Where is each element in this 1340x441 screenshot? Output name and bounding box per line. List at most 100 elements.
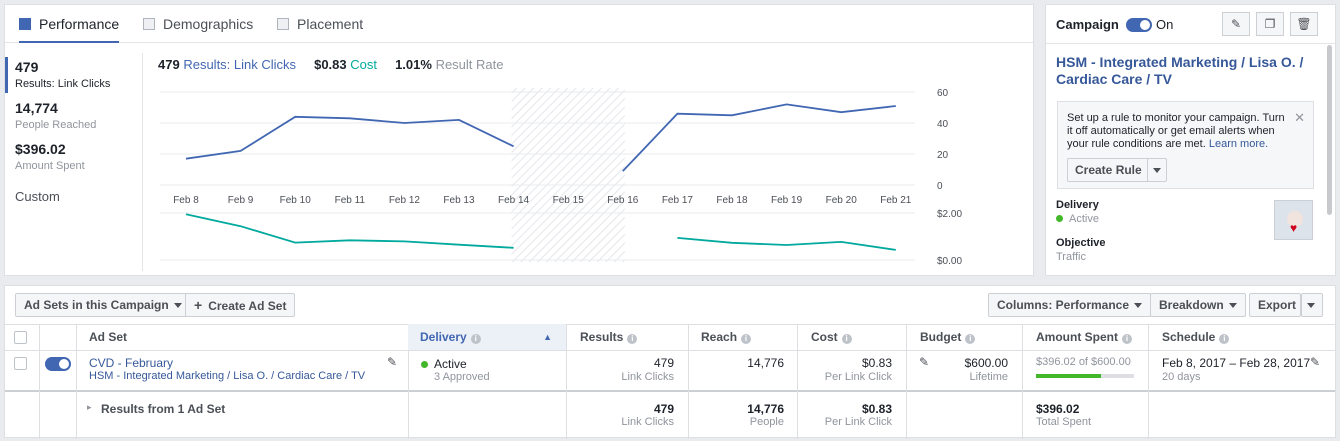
info-icon[interactable]: i	[470, 334, 481, 344]
header-delivery[interactable]: Delivery i ▲	[408, 324, 566, 350]
edit-button[interactable]: ✎	[1222, 12, 1250, 36]
header-amount-spent[interactable]: Amount Spent i	[1036, 324, 1132, 350]
pencil-icon: ✎	[1230, 17, 1242, 31]
legend-results[interactable]: Results: Link Clicks	[183, 57, 297, 72]
y-tick-label: 60	[937, 88, 949, 99]
x-tick-label: Feb 14	[498, 195, 530, 206]
campaign-label: Campaign	[1056, 17, 1119, 32]
metric-results[interactable]: 479 Results: Link Clicks	[15, 59, 111, 90]
x-tick-label: Feb 19	[771, 195, 803, 206]
legend-cost[interactable]: Cost	[350, 57, 377, 72]
no-data-region	[511, 88, 625, 262]
cost-tick-label: $0.00	[937, 256, 962, 267]
metric-spent[interactable]: $396.02 Amount Spent	[15, 141, 85, 172]
learn-more-link[interactable]: Learn more.	[1208, 138, 1269, 150]
cost-sub: Per Link Click	[824, 371, 892, 383]
toggle-state: On	[1156, 17, 1174, 32]
info-icon[interactable]: i	[741, 334, 752, 344]
status-dot-icon	[1056, 215, 1063, 222]
campaign-name-link[interactable]: HSM - Integrated Marketing / Lisa O. / C…	[89, 370, 366, 382]
trash-icon: 🗑	[1296, 17, 1312, 31]
x-tick-label: Feb 11	[335, 195, 366, 206]
delete-button[interactable]: 🗑	[1290, 12, 1318, 36]
y-tick-label: 0	[937, 181, 943, 192]
edit-schedule-icon[interactable]: ✎	[1310, 355, 1321, 369]
header-schedule[interactable]: Schedule i	[1162, 324, 1230, 350]
insights-tabs: Performance Demographics Placement	[5, 5, 1033, 43]
performance-panel: Performance Demographics Placement 479 Re…	[4, 4, 1034, 276]
header-budget[interactable]: Budget i	[920, 324, 976, 350]
header-results[interactable]: Results i	[580, 324, 638, 350]
tab-demographics[interactable]: Demographics	[143, 16, 253, 43]
expand-icon[interactable]: ▸	[87, 402, 92, 412]
chevron-down-icon	[1153, 168, 1161, 173]
export-dropdown[interactable]	[1301, 293, 1323, 317]
plus-icon: +	[194, 297, 203, 313]
create-adset-button[interactable]: + Create Ad Set	[185, 293, 296, 317]
cost-tick-label: $2.00	[937, 209, 962, 220]
x-tick-label: Feb 8	[173, 195, 199, 206]
scrollbar[interactable]	[1327, 45, 1332, 215]
cost-value: $0.83	[861, 356, 892, 370]
x-tick-label: Feb 18	[716, 195, 748, 206]
performance-chart: 60 40 20 0 $2.00 $0.00 Feb 8 Feb 9 Feb 10 Feb 11 F…	[160, 88, 962, 267]
reach-value: 14,776	[747, 356, 784, 370]
adset-toggle[interactable]	[45, 357, 71, 371]
series-line	[622, 103, 896, 172]
summary-cost-sub: Per Link Click	[824, 416, 892, 428]
bar-chart-icon	[19, 18, 31, 30]
row-checkbox[interactable]	[14, 357, 27, 370]
x-tick-label: Feb 9	[228, 195, 254, 206]
spend-progress-bar	[1036, 374, 1134, 378]
status-dot-icon	[421, 361, 428, 368]
close-icon[interactable]: ✕	[1294, 110, 1305, 125]
info-icon[interactable]: i	[965, 334, 976, 344]
y-tick-label: 20	[937, 150, 949, 161]
chevron-down-icon	[1307, 303, 1315, 308]
header-ad-set[interactable]: Ad Set	[89, 330, 128, 344]
delivery-label: Delivery	[1056, 199, 1099, 211]
x-tick-label: Feb 17	[662, 195, 694, 206]
breakdown-dropdown[interactable]: Breakdown	[1150, 293, 1246, 317]
duplicate-icon: ❐	[1264, 17, 1276, 31]
chevron-down-icon	[1134, 303, 1143, 308]
campaign-toggle[interactable]	[1126, 18, 1152, 32]
summary-spent: $396.02	[1036, 402, 1080, 416]
columns-dropdown[interactable]: Columns: Performance	[988, 293, 1152, 317]
tab-placement[interactable]: Placement	[277, 16, 363, 43]
info-icon[interactable]: i	[841, 334, 852, 344]
x-tick-label: Feb 15	[553, 195, 585, 206]
info-icon[interactable]: i	[1122, 334, 1132, 344]
create-rule-dropdown[interactable]	[1147, 158, 1167, 182]
export-button[interactable]: Export	[1249, 293, 1301, 317]
budget-sub: Lifetime	[969, 371, 1008, 383]
info-icon[interactable]: i	[627, 334, 638, 344]
placement-icon	[277, 18, 289, 30]
chevron-down-icon	[1228, 303, 1237, 308]
edit-icon[interactable]: ✎	[387, 355, 398, 369]
delivery-status: Active	[1056, 213, 1099, 225]
header-cost[interactable]: Cost i	[811, 324, 852, 350]
summary-reach: 14,776	[747, 402, 784, 416]
adsets-scope-dropdown[interactable]: Ad Sets in this Campaign	[15, 293, 191, 317]
tab-performance[interactable]: Performance	[19, 16, 120, 43]
duplicate-button[interactable]: ❐	[1256, 12, 1284, 36]
campaign-side-panel: Campaign On ✎ ❐ 🗑 HSM - Integrated Marke…	[1045, 4, 1336, 276]
pencil-icon[interactable]: ✎	[919, 355, 930, 369]
legend-result-rate[interactable]: Result Rate	[435, 57, 504, 72]
schedule-value: Feb 8, 2017 – Feb 28, 2017	[1162, 356, 1311, 370]
create-rule-button[interactable]: Create Rule	[1067, 158, 1150, 182]
schedule-sub: 20 days	[1162, 371, 1201, 383]
campaign-title[interactable]: HSM - Integrated Marketing / Lisa O. / C…	[1056, 54, 1304, 87]
budget-value: $600.00	[964, 356, 1008, 370]
info-icon[interactable]: i	[1219, 334, 1230, 344]
heart-icon: ♥	[1290, 221, 1298, 235]
adset-name-link[interactable]: CVD - February	[89, 356, 174, 370]
metric-reach[interactable]: 14,774 People Reached	[15, 100, 97, 131]
summary-results-sub: Link Clicks	[621, 416, 674, 428]
ad-thumbnail[interactable]: ♥	[1274, 200, 1313, 240]
custom-metrics-link[interactable]: Custom	[15, 189, 60, 204]
select-all-checkbox[interactable]	[14, 331, 27, 344]
header-reach[interactable]: Reach i	[701, 324, 752, 350]
summary-spent-sub: Total Spent	[1036, 416, 1092, 428]
